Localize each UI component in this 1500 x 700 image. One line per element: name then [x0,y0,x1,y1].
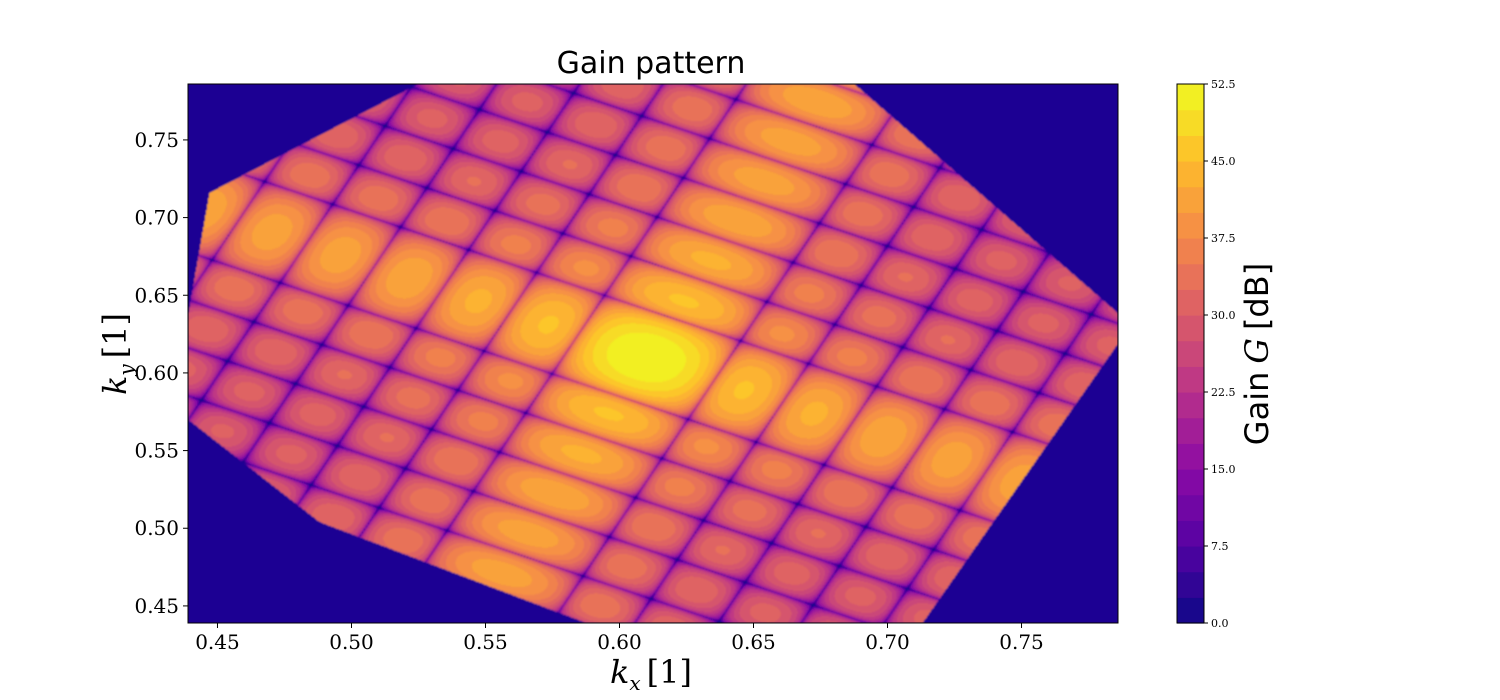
colorbar-band [1177,597,1204,624]
y-axis-ticks: 0.45 0.50 0.55 0.60 0.65 0.70 0.75 [134,128,188,618]
colorbar-frame [1176,83,1205,624]
chart-title: Gain pattern [557,46,746,81]
colorbar-band [1177,238,1204,265]
colorbar-tick-label: 7.5 [1211,540,1229,553]
colorbar-band [1177,315,1204,342]
colorbar-tick-label: 22.5 [1211,386,1236,399]
colorbar-band [1177,366,1204,393]
colorbar-band [1177,84,1204,111]
colorbar-band [1177,494,1204,521]
x-tick-label: 0.55 [463,630,508,654]
colorbar-band [1177,263,1204,290]
colorbar-bands [1177,84,1204,624]
x-tick-label: 0.50 [329,630,374,654]
x-axis-label: kx [1] [610,653,692,695]
colorbar-tick-label: 37.5 [1211,232,1236,245]
colorbar-tick-label: 15.0 [1211,463,1236,476]
colorbar-tick-label: 52.5 [1211,78,1236,91]
colorbar-band [1177,289,1204,316]
colorbar-band [1177,469,1204,496]
plot-area: 0.45 0.50 0.55 0.60 0.65 0.70 0.75 0.45 0.50 0.5… [134,83,1119,654]
colorbar-band [1177,520,1204,547]
colorbar-band [1177,417,1204,444]
colorbar-label: GainG[dB] [1238,263,1276,445]
y-tick-label: 0.75 [134,128,179,152]
x-tick-label: 0.65 [731,630,776,654]
colorbar-band [1177,212,1204,239]
y-axis-label: ky[1] [96,313,138,395]
x-axis-ticks: 0.45 0.50 0.55 0.60 0.65 0.70 0.75 [195,623,1044,654]
y-tick-label: 0.55 [134,439,179,463]
colorbar-band [1177,161,1204,188]
colorbar-band [1177,109,1204,136]
colorbar-tick-label: 45.0 [1211,155,1236,168]
y-tick-label: 0.50 [134,516,179,540]
x-tick-label: 0.60 [597,630,642,654]
x-tick-label: 0.70 [865,630,910,654]
y-tick-label: 0.70 [134,206,179,230]
colorbar-band [1177,392,1204,419]
y-tick-label: 0.45 [134,594,179,618]
colorbar-band [1177,186,1204,213]
x-tick-label: 0.45 [195,630,240,654]
colorbar-ticks: 0.0 7.5 15.0 22.5 30.0 37.5 45.0 52.5 [1204,78,1236,630]
heatmap-image [188,84,1118,623]
colorbar: 0.0 7.5 15.0 22.5 30.0 37.5 45.0 52.5 [1176,78,1236,630]
colorbar-band [1177,571,1204,598]
y-tick-label: 0.65 [134,283,179,307]
plot-frame [187,83,1119,624]
colorbar-tick-label: 0.0 [1211,617,1229,630]
colorbar-band [1177,340,1204,367]
x-tick-label: 0.75 [999,630,1044,654]
colorbar-tick-label: 30.0 [1211,309,1236,322]
colorbar-band [1177,546,1204,573]
colorbar-band [1177,443,1204,470]
y-tick-label: 0.60 [134,361,179,385]
colorbar-band [1177,135,1204,162]
